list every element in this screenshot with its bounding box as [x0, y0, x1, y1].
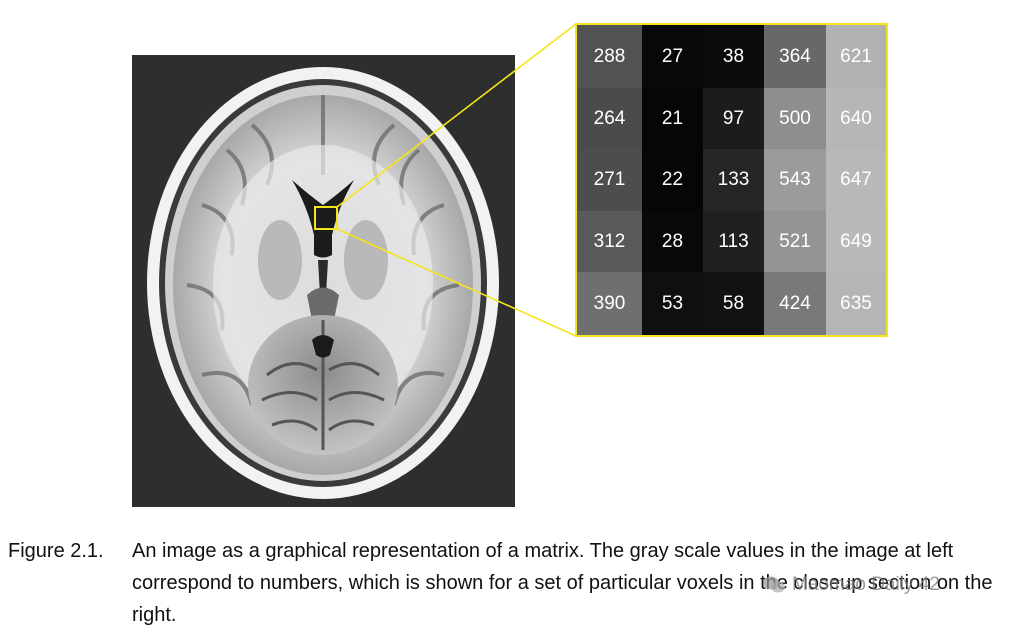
matrix-cell: 133: [703, 149, 764, 211]
matrix-cell: 424: [764, 272, 826, 335]
matrix-cell: 364: [764, 25, 826, 88]
wechat-icon: [763, 576, 785, 593]
matrix-cell: 621: [826, 25, 886, 88]
matrix-cell: 500: [764, 88, 826, 149]
matrix-cell: 647: [826, 149, 886, 211]
matrix-cell: 113: [703, 211, 764, 272]
brain-mri-image: [132, 55, 515, 507]
brain-axial-slice: [132, 55, 515, 507]
matrix-cell: 640: [826, 88, 886, 149]
matrix-cell: 390: [577, 272, 642, 335]
watermark: Maomao Daily 42: [762, 574, 940, 596]
matrix-cell: 521: [764, 211, 826, 272]
matrix-cell: 635: [826, 272, 886, 335]
matrix-cell: 649: [826, 211, 886, 272]
highlight-box: [314, 206, 338, 230]
matrix-cell: 543: [764, 149, 826, 211]
matrix-cell: 312: [577, 211, 642, 272]
matrix-cell: 288: [577, 25, 642, 88]
matrix-cell: 28: [642, 211, 703, 272]
voxel-value-matrix: 288 27 38 364 621 264 21 97 500 640 271 22 133 543 647…: [575, 23, 888, 337]
watermark-text: Maomao Daily 42: [792, 574, 940, 595]
figure-label: Figure 2.1.: [8, 540, 104, 562]
matrix-cell: 38: [703, 25, 764, 88]
matrix-cell: 264: [577, 88, 642, 149]
matrix-cell: 97: [703, 88, 764, 149]
matrix-cell: 58: [703, 272, 764, 335]
matrix-cell: 27: [642, 25, 703, 88]
matrix-cell: 53: [642, 272, 703, 335]
matrix-cell: 21: [642, 88, 703, 149]
matrix-cell: 271: [577, 149, 642, 211]
matrix-cell: 22: [642, 149, 703, 211]
